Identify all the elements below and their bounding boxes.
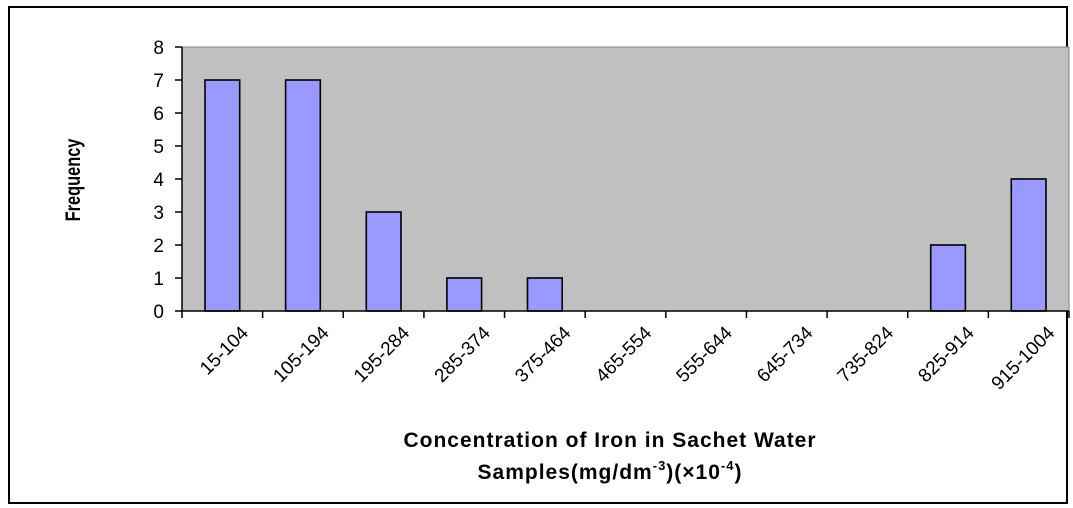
bar-195-284 xyxy=(365,211,402,312)
x-axis-title-line-2: Samples(mg/dm-3)(×10-4) xyxy=(478,458,743,484)
bar-105-194 xyxy=(284,79,322,312)
x-title-sup-1: -3 xyxy=(653,458,667,473)
y-tick-label: 3 xyxy=(153,203,164,224)
x-title-end: ) xyxy=(734,461,742,484)
x-axis: 15-104 105-194 195-284 285-374 375-464 465-55… xyxy=(181,310,1070,394)
x-tick-label: 15-104 xyxy=(196,322,253,379)
x-title-base: Samples(mg/dm xyxy=(478,461,653,484)
plot-area xyxy=(181,46,1070,312)
x-tick-label: 555-644 xyxy=(673,322,737,386)
y-axis-title: Frequency xyxy=(61,138,84,221)
bar-285-374 xyxy=(446,277,483,312)
y-tick-label: 0 xyxy=(153,302,164,323)
y-axis: 0 1 2 3 4 5 6 7 8 xyxy=(153,38,183,323)
y-tick-label: 8 xyxy=(153,38,164,59)
x-title-mid: )(×10 xyxy=(666,461,721,484)
x-tick-label: 825-914 xyxy=(914,322,978,386)
x-tick-label: 375-464 xyxy=(511,322,575,386)
y-tick-label: 2 xyxy=(153,236,164,257)
y-tick-label: 4 xyxy=(153,170,164,191)
x-tick-label: 105-194 xyxy=(269,322,333,386)
x-tick-label: 735-824 xyxy=(834,322,898,386)
bar-375-464 xyxy=(526,277,564,312)
bar-915-1004 xyxy=(1010,178,1047,312)
x-tick-label: 645-734 xyxy=(753,322,817,386)
bar-15-104 xyxy=(204,79,241,312)
x-tick-label: 915-1004 xyxy=(988,322,1060,394)
x-title-sup-2: -4 xyxy=(721,458,735,473)
x-tick-label: 465-554 xyxy=(592,322,656,386)
x-tick-label: 195-284 xyxy=(350,322,414,386)
x-axis-title-line-1: Concentration of Iron in Sachet Water xyxy=(403,429,816,452)
x-tick-label: 285-374 xyxy=(431,322,495,386)
bar-825-914 xyxy=(929,244,967,312)
y-tick-label: 5 xyxy=(153,137,164,158)
y-tick-label: 6 xyxy=(153,104,164,125)
y-tick-label: 1 xyxy=(153,269,164,290)
y-tick-label: 7 xyxy=(153,71,164,92)
